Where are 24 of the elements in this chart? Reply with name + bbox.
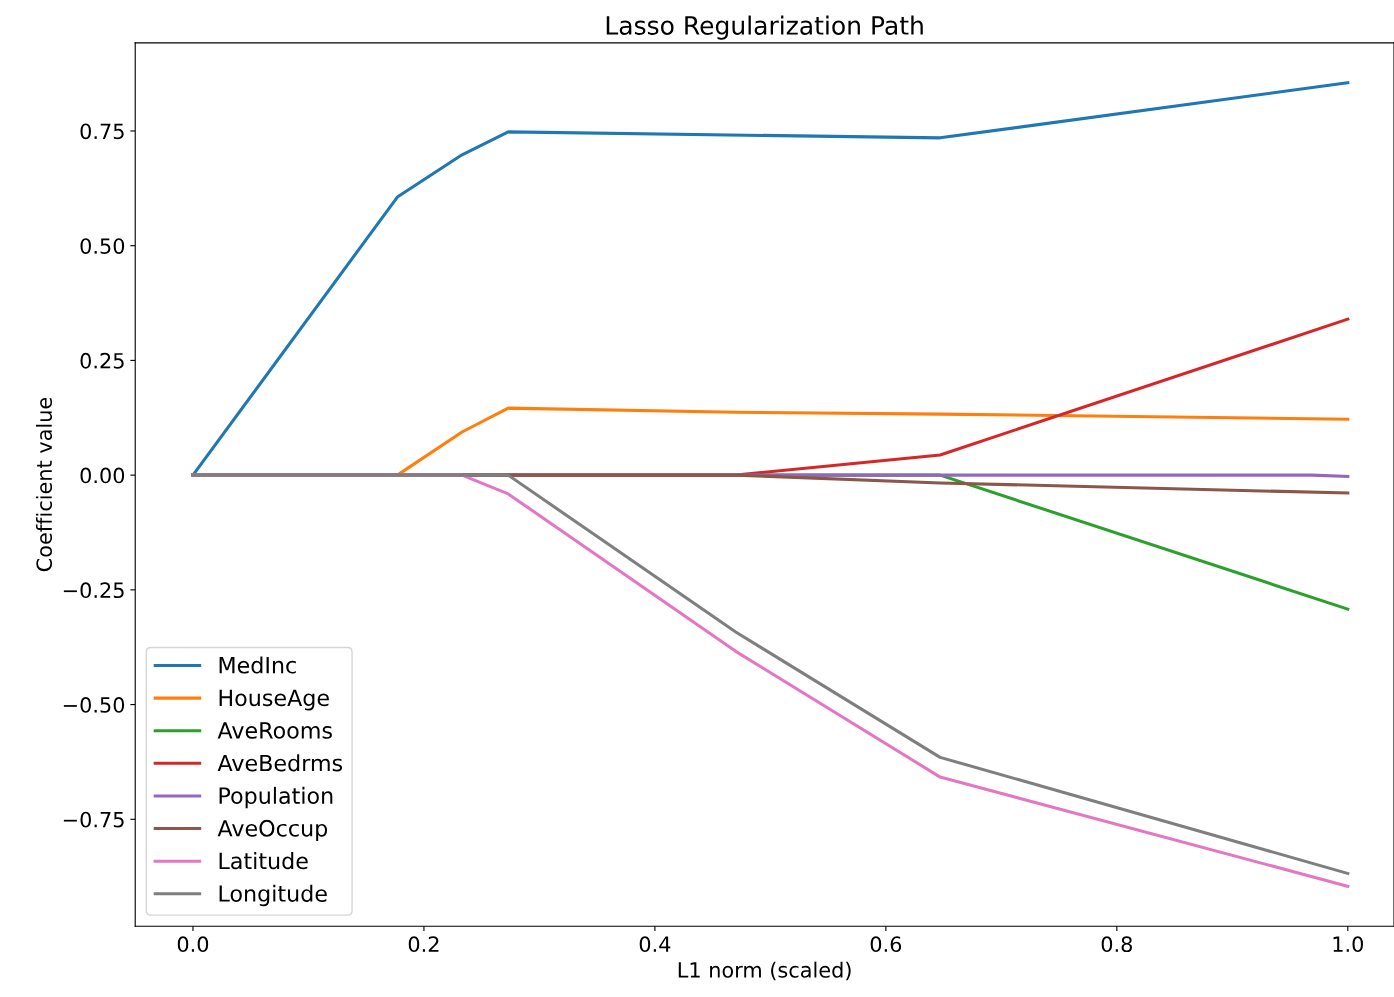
x-tick-label: 1.0	[1333, 936, 1363, 953]
legend-label: AveRooms	[217, 722, 332, 739]
x-axis-title: L1 norm (scaled)	[678, 961, 851, 981]
legend-label: HouseAge	[219, 689, 329, 711]
x-tick-label: 0.4	[639, 936, 671, 953]
legend-label: Longitude	[219, 884, 327, 907]
y-tick-label: 0.25	[80, 352, 124, 369]
x-tick-label: 0.2	[408, 936, 439, 953]
y-tick-label: −0.75	[63, 811, 124, 828]
legend-label: Latitude	[219, 852, 308, 870]
x-tick-label: 0.8	[1101, 936, 1132, 953]
y-tick-label: −0.25	[63, 582, 124, 599]
x-tick-label: 0.6	[870, 936, 902, 953]
y-tick-label: 0.00	[80, 467, 125, 484]
chart-title: Lasso Regularization Path	[606, 15, 923, 40]
x-tick-label: 0.0	[177, 936, 209, 953]
y-axis-title: Coefficient value	[35, 397, 53, 572]
y-tick-label: 0.50	[80, 238, 125, 254]
legend-label: AveBedrms	[217, 754, 343, 772]
legend-label: AveOccup	[217, 819, 328, 841]
legend-label: MedInc	[219, 656, 296, 674]
y-tick-label: 0.75	[80, 123, 124, 140]
y-tick-label: −0.50	[63, 697, 125, 713]
legend-label: Population	[219, 786, 333, 809]
